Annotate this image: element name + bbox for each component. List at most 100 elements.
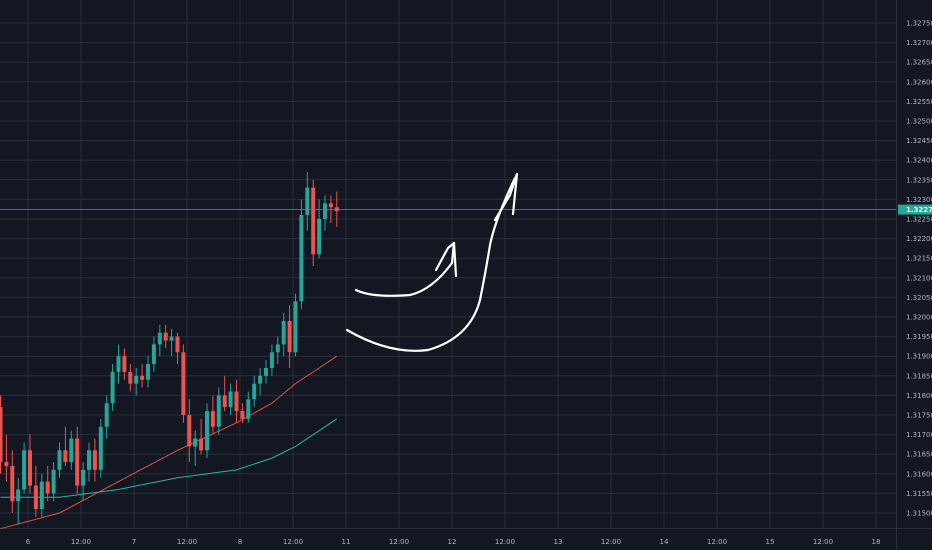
candle-body bbox=[4, 462, 9, 466]
candle-body bbox=[151, 344, 156, 365]
x-tick-label: 15 bbox=[766, 538, 775, 546]
candle-body bbox=[98, 426, 103, 470]
candle-body bbox=[228, 391, 233, 408]
candle-body bbox=[281, 320, 286, 345]
candle-body bbox=[293, 301, 298, 353]
candle-body bbox=[0, 407, 3, 463]
freehand-arrow-small-head[interactable] bbox=[434, 241, 458, 278]
candle-body bbox=[317, 219, 322, 255]
x-tick-label: 11 bbox=[342, 538, 351, 546]
candle-body bbox=[252, 383, 257, 400]
candle-body bbox=[299, 215, 304, 302]
current-price-tag bbox=[898, 204, 932, 215]
candle-body bbox=[240, 411, 245, 419]
y-tick-label: 1.31650 bbox=[906, 451, 932, 459]
candle-body bbox=[57, 450, 62, 470]
y-tick-label: 1.31500 bbox=[906, 510, 932, 518]
x-tick-label: 7 bbox=[132, 538, 136, 546]
x-tick-label: 12:00 bbox=[495, 538, 515, 546]
x-tick-label: 12:00 bbox=[813, 538, 833, 546]
y-tick-label: 1.32550 bbox=[906, 98, 932, 106]
y-tick-label: 1.32600 bbox=[906, 78, 932, 86]
candle-body bbox=[140, 375, 145, 380]
candle-body bbox=[163, 332, 168, 341]
freehand-arrow-large-head[interactable] bbox=[493, 172, 519, 222]
candle-body bbox=[199, 438, 204, 451]
candle-body bbox=[210, 411, 215, 427]
candle-body bbox=[269, 352, 274, 368]
candle-body bbox=[22, 450, 27, 490]
moving-average-fast bbox=[0, 355, 338, 530]
x-tick-label: 12:00 bbox=[177, 538, 197, 546]
candle-body bbox=[205, 411, 209, 451]
candle-body bbox=[157, 332, 162, 345]
candle-body bbox=[51, 469, 56, 494]
candle-body bbox=[116, 356, 121, 372]
freehand-arrow-small[interactable] bbox=[354, 241, 456, 297]
candle-body bbox=[87, 450, 91, 470]
candle-body bbox=[234, 391, 239, 412]
y-tick-label: 1.32300 bbox=[906, 196, 932, 204]
candle-body bbox=[175, 336, 180, 353]
candle-body bbox=[258, 375, 263, 384]
candle-body bbox=[287, 320, 292, 353]
y-tick-label: 1.31550 bbox=[906, 490, 932, 498]
x-tick-label: 13 bbox=[554, 538, 563, 546]
x-tick-label: 12:00 bbox=[707, 538, 727, 546]
y-tick-label: 1.32100 bbox=[906, 274, 932, 282]
candle-body bbox=[63, 450, 68, 463]
candle-body bbox=[323, 203, 327, 219]
y-tick-label: 1.31800 bbox=[906, 392, 932, 400]
candle-body bbox=[311, 187, 316, 255]
y-tick-label: 1.32650 bbox=[906, 59, 932, 67]
y-tick-label: 1.32700 bbox=[906, 39, 932, 47]
candle-body bbox=[275, 344, 280, 353]
y-tick-label: 1.32450 bbox=[906, 137, 932, 145]
candle-body bbox=[92, 450, 97, 470]
x-tick-label: 14 bbox=[660, 538, 669, 546]
candle-body bbox=[69, 438, 74, 463]
candle-body bbox=[305, 187, 310, 216]
x-tick-label: 12:00 bbox=[71, 538, 91, 546]
candle-body bbox=[122, 356, 127, 372]
candle-body bbox=[328, 203, 333, 208]
x-tick-label: 6 bbox=[26, 538, 31, 546]
candle-body bbox=[75, 438, 80, 486]
x-tick-label: 12:00 bbox=[601, 538, 621, 546]
candle-body bbox=[104, 403, 109, 427]
y-tick-label: 1.32000 bbox=[906, 314, 932, 322]
candle-body bbox=[169, 336, 174, 341]
candle-body bbox=[222, 395, 227, 408]
x-tick-label: 18 bbox=[872, 538, 881, 546]
y-tick-label: 1.31900 bbox=[906, 353, 932, 361]
x-tick-label: 12:00 bbox=[283, 538, 303, 546]
freehand-arrow-large[interactable] bbox=[345, 176, 517, 352]
y-tick-label: 1.32350 bbox=[906, 176, 932, 184]
x-tick-label: 8 bbox=[238, 538, 242, 546]
candle-body bbox=[45, 481, 50, 494]
y-tick-label: 1.31700 bbox=[906, 431, 932, 439]
candle-body bbox=[264, 367, 268, 376]
x-tick-label: 12:00 bbox=[389, 538, 409, 546]
y-tick-label: 1.31850 bbox=[906, 372, 932, 380]
candle-body bbox=[134, 375, 139, 384]
candle-body bbox=[246, 399, 251, 419]
y-tick-label: 1.32050 bbox=[906, 294, 932, 302]
candle-body bbox=[181, 352, 186, 415]
candle-body bbox=[16, 489, 21, 502]
x-tick-label: 12 bbox=[448, 538, 457, 546]
candle-body bbox=[81, 469, 86, 486]
y-tick-label: 1.32250 bbox=[906, 216, 932, 224]
candle-body bbox=[110, 371, 115, 404]
candle-body bbox=[33, 485, 38, 510]
y-tick-label: 1.32400 bbox=[906, 157, 932, 165]
candle-body bbox=[187, 415, 192, 447]
candle-body bbox=[216, 395, 221, 427]
candle-body bbox=[10, 465, 15, 502]
y-tick-label: 1.32750 bbox=[906, 20, 932, 28]
y-tick-label: 1.31950 bbox=[906, 333, 932, 341]
y-tick-label: 1.32500 bbox=[906, 118, 932, 126]
candle-body bbox=[146, 364, 150, 380]
